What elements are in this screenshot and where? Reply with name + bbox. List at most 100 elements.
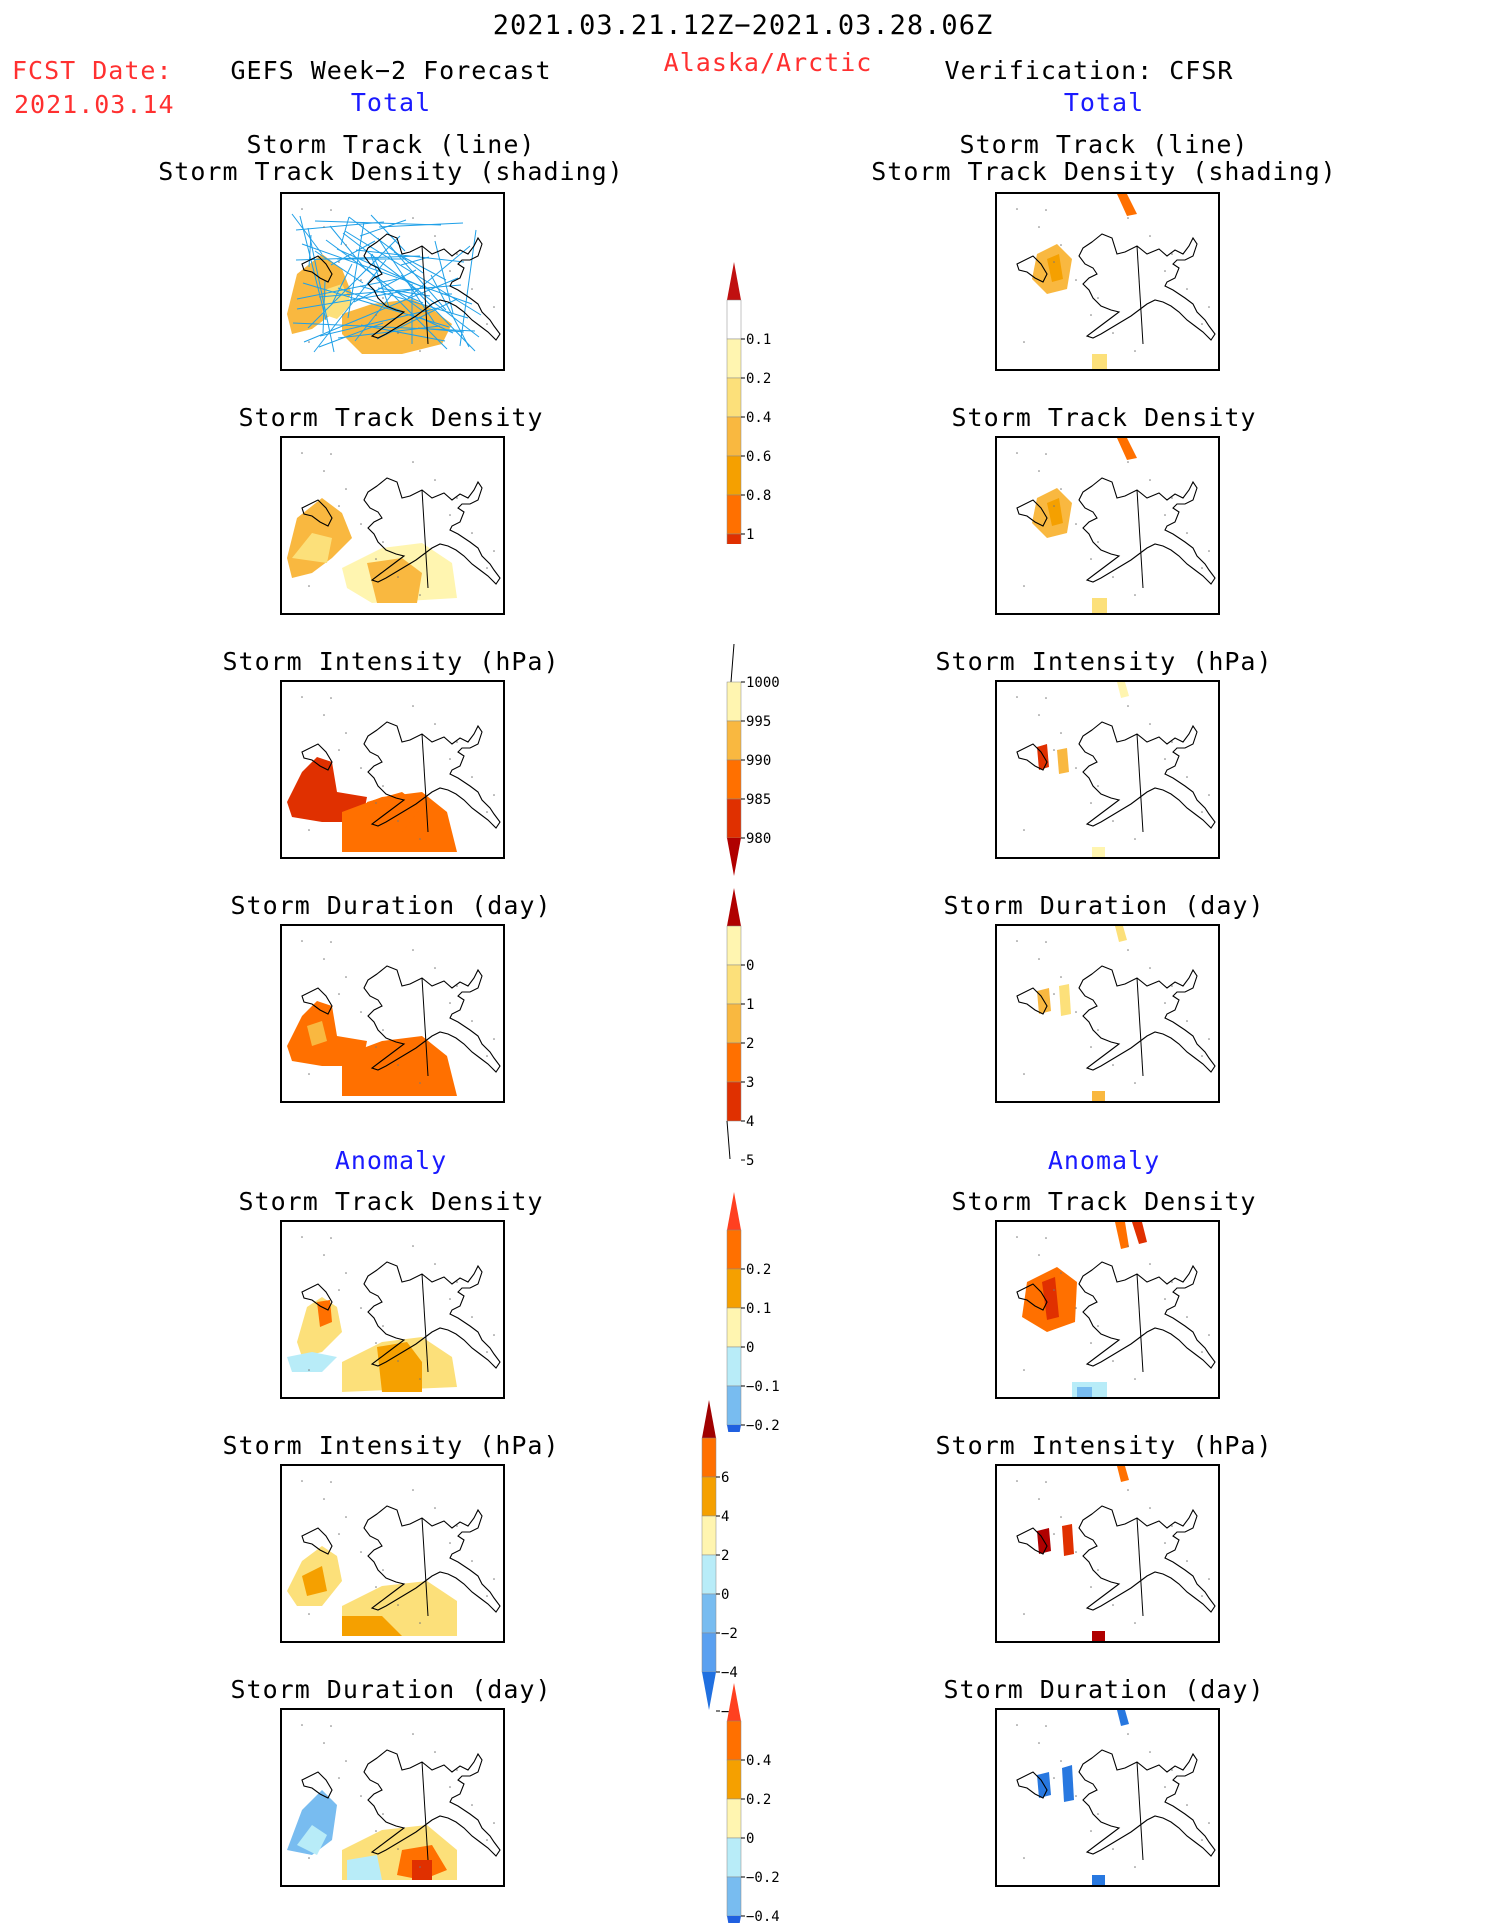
right-duration-title: Storm Duration (day) (943, 891, 1265, 920)
graticule-dot (493, 794, 495, 796)
chukotka-coastline (1016, 1771, 1048, 1799)
shaded-region (367, 558, 422, 603)
shaded-region (1117, 194, 1137, 216)
graticule-dot (1112, 1848, 1114, 1850)
graticule-dot (382, 1569, 384, 1571)
chukotka-coastline (1016, 743, 1048, 771)
alaska-coastline (363, 477, 501, 585)
alaska-coastline (1078, 233, 1216, 341)
colorbar-swatch (726, 1307, 742, 1348)
shaded-region (287, 1352, 337, 1372)
graticule-dot (1097, 541, 1099, 543)
graticule-dot (1038, 1254, 1040, 1256)
graticule-dot (1075, 767, 1077, 769)
graticule-dot (493, 550, 495, 552)
map-verif-track (995, 192, 1220, 371)
graticule-dot (323, 226, 325, 228)
chukotka-coastline (1016, 1527, 1048, 1555)
graticule-dot (323, 1254, 325, 1256)
graticule-dot (493, 1578, 495, 1580)
graticule-dot (486, 811, 488, 813)
map-forecast-density (280, 436, 505, 615)
graticule-dot (1164, 1542, 1166, 1544)
colorbar-swatch (726, 1081, 742, 1122)
graticule-dot (1186, 1316, 1188, 1318)
graticule-dot (1127, 949, 1129, 951)
canada-border (1136, 977, 1144, 1077)
colorbar-swatch (726, 1837, 742, 1878)
graticule-dot (456, 497, 458, 499)
graticule-dot (1038, 470, 1040, 472)
graticule-dot (1090, 558, 1092, 560)
graticule-dot (1149, 1263, 1151, 1265)
graticule-dot (382, 541, 384, 543)
chukotka-coastline (301, 255, 333, 283)
graticule-dot (419, 1082, 421, 1084)
shaded-region (1042, 1277, 1059, 1320)
colorbar-swatch (701, 1593, 717, 1634)
left-duration-title: Storm Duration (day) (230, 891, 552, 920)
colorbar-tick-label: 0.2 (746, 371, 771, 387)
graticule-dot (1201, 1595, 1203, 1597)
graticule-dot (412, 705, 414, 707)
graticule-dot (1016, 940, 1018, 942)
graticule-dot (412, 1489, 414, 1491)
colorbar-tick-label: 0.2 (746, 1262, 771, 1278)
colorbar-tick-label: 985 (746, 792, 771, 808)
colorbar-tick-label: 0.2 (746, 1792, 771, 1808)
colorbar-density-total: 0.1 0.2 0.4 0.6 0.8 1 (726, 262, 771, 544)
graticule-dot (486, 1839, 488, 1841)
graticule-dot (338, 261, 340, 263)
graticule-dot (1060, 976, 1062, 978)
graticule-dot (1149, 1751, 1151, 1753)
graticule-dot (1023, 585, 1025, 587)
left-intensity-title: Storm Intensity (hPa) (222, 647, 560, 676)
colorbar-tick-label: 0.8 (746, 488, 771, 504)
graticule-dot (330, 1481, 332, 1483)
graticule-dot (1171, 1525, 1173, 1527)
colorbar-arrow-bottom (727, 1425, 741, 1432)
alaska-coastline (1078, 1505, 1216, 1613)
graticule-dot (345, 1272, 347, 1274)
colorbar-swatch (726, 1229, 742, 1270)
chukotka-coastline (1016, 255, 1048, 283)
map-forecast-duration (280, 924, 505, 1103)
storm-track-line (329, 225, 367, 271)
graticule-dot (419, 350, 421, 352)
graticule-dot (493, 1822, 495, 1824)
shaded-region (287, 757, 367, 822)
shaded-region (1117, 682, 1129, 698)
graticule-dot (1112, 576, 1114, 578)
shaded-region (1092, 847, 1105, 857)
colorbar-density-anom: 0.2 0.1 0 −0.1 −0.2 (726, 1192, 780, 1432)
storm-track-line (301, 243, 473, 305)
graticule-dot (382, 785, 384, 787)
colorbar-swatch (701, 1476, 717, 1517)
left-column-title: GEFS Week−2 Forecast (230, 56, 552, 85)
graticule-dot (1060, 732, 1062, 734)
graticule-dot (1201, 1839, 1203, 1841)
graticule-dot (330, 1237, 332, 1239)
alaska-coastline (363, 1505, 501, 1613)
graticule-dot (1112, 1604, 1114, 1606)
graticule-dot (493, 1038, 495, 1040)
colorbar-intensity-total: 1000 995 990 985 980 (726, 644, 780, 876)
colorbar-tick-label: 2 (721, 1548, 729, 1564)
graticule-dot (1023, 1857, 1025, 1859)
graticule-dot (1208, 1822, 1210, 1824)
shaded-region (1092, 1875, 1105, 1885)
graticule-dot (1045, 697, 1047, 699)
graticule-dot (1201, 1055, 1203, 1057)
graticule-dot (360, 1795, 362, 1797)
canada-border (1136, 1517, 1144, 1617)
alaska-coastline (1078, 1261, 1216, 1369)
storm-track-line (378, 222, 464, 228)
fcst-date-value: 2021.03.14 (14, 90, 175, 119)
graticule-dot (434, 1751, 436, 1753)
graticule-dot (1149, 1507, 1151, 1509)
shaded-region (1092, 1091, 1105, 1101)
graticule-dot (1134, 350, 1136, 352)
storm-track-line (318, 322, 384, 348)
storm-track-line (370, 254, 390, 308)
